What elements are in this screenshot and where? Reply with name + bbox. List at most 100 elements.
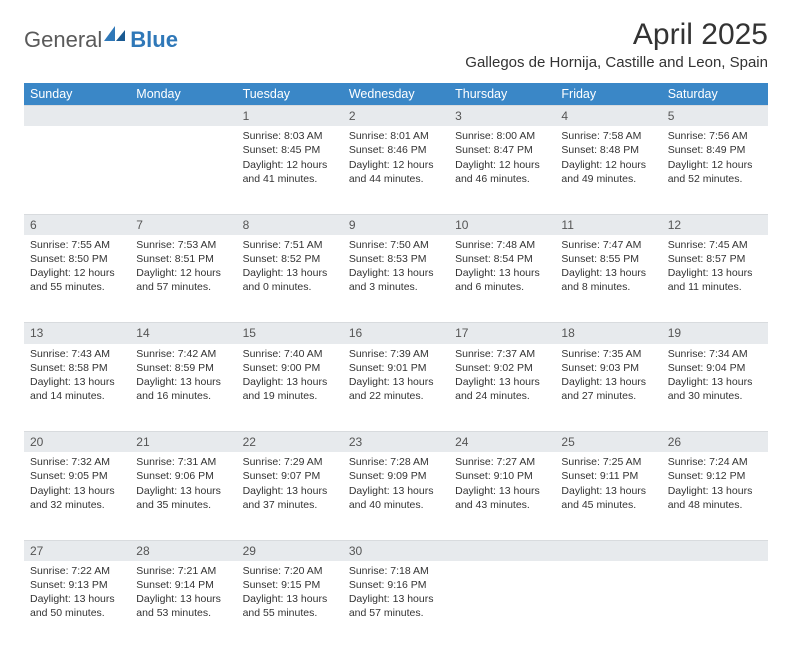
daylight-line: Daylight: 12 hours and 49 minutes. — [561, 158, 655, 186]
day-number-row: 20212223242526 — [24, 432, 768, 453]
sunset-line: Sunset: 9:10 PM — [455, 469, 549, 483]
daylight-line: Daylight: 13 hours and 27 minutes. — [561, 375, 655, 403]
sunset-line: Sunset: 9:15 PM — [243, 578, 337, 592]
day-number — [555, 540, 661, 561]
sunrise-line: Sunrise: 7:53 AM — [136, 238, 230, 252]
day-content-row: Sunrise: 7:43 AMSunset: 8:58 PMDaylight:… — [24, 344, 768, 432]
day-number: 7 — [130, 214, 236, 235]
daylight-line: Daylight: 13 hours and 32 minutes. — [30, 484, 124, 512]
day-cell: Sunrise: 7:22 AMSunset: 9:13 PMDaylight:… — [24, 561, 130, 649]
calendar-body: 12345Sunrise: 8:03 AMSunset: 8:45 PMDayl… — [24, 106, 768, 649]
sunrise-line: Sunrise: 7:29 AM — [243, 455, 337, 469]
day-number: 2 — [343, 106, 449, 127]
day-cell: Sunrise: 7:53 AMSunset: 8:51 PMDaylight:… — [130, 235, 236, 323]
day-cell: Sunrise: 7:25 AMSunset: 9:11 PMDaylight:… — [555, 452, 661, 540]
sunset-line: Sunset: 9:01 PM — [349, 361, 443, 375]
sunrise-line: Sunrise: 7:32 AM — [30, 455, 124, 469]
day-cell: Sunrise: 7:50 AMSunset: 8:53 PMDaylight:… — [343, 235, 449, 323]
sunrise-line: Sunrise: 8:00 AM — [455, 129, 549, 143]
day-cell: Sunrise: 7:47 AMSunset: 8:55 PMDaylight:… — [555, 235, 661, 323]
sunrise-line: Sunrise: 7:55 AM — [30, 238, 124, 252]
day-header-row: SundayMondayTuesdayWednesdayThursdayFrid… — [24, 83, 768, 106]
sunrise-line: Sunrise: 7:25 AM — [561, 455, 655, 469]
sunset-line: Sunset: 9:03 PM — [561, 361, 655, 375]
day-content-row: Sunrise: 7:55 AMSunset: 8:50 PMDaylight:… — [24, 235, 768, 323]
day-header: Monday — [130, 83, 236, 106]
day-number: 21 — [130, 432, 236, 453]
header: General Blue April 2025 Gallegos de Horn… — [24, 18, 768, 71]
day-number: 14 — [130, 323, 236, 344]
daylight-line: Daylight: 13 hours and 43 minutes. — [455, 484, 549, 512]
daylight-line: Daylight: 12 hours and 44 minutes. — [349, 158, 443, 186]
sunset-line: Sunset: 9:13 PM — [30, 578, 124, 592]
day-header: Saturday — [662, 83, 768, 106]
sunrise-line: Sunrise: 7:37 AM — [455, 347, 549, 361]
daylight-line: Daylight: 13 hours and 22 minutes. — [349, 375, 443, 403]
daylight-line: Daylight: 13 hours and 53 minutes. — [136, 592, 230, 620]
daylight-line: Daylight: 12 hours and 57 minutes. — [136, 266, 230, 294]
day-number-row: 13141516171819 — [24, 323, 768, 344]
logo-sail-icon — [104, 24, 126, 47]
day-cell: Sunrise: 7:35 AMSunset: 9:03 PMDaylight:… — [555, 344, 661, 432]
month-title: April 2025 — [465, 18, 768, 52]
day-cell: Sunrise: 7:24 AMSunset: 9:12 PMDaylight:… — [662, 452, 768, 540]
daylight-line: Daylight: 12 hours and 46 minutes. — [455, 158, 549, 186]
day-cell: Sunrise: 7:40 AMSunset: 9:00 PMDaylight:… — [237, 344, 343, 432]
sunrise-line: Sunrise: 7:50 AM — [349, 238, 443, 252]
day-number: 27 — [24, 540, 130, 561]
day-number: 6 — [24, 214, 130, 235]
day-cell: Sunrise: 7:28 AMSunset: 9:09 PMDaylight:… — [343, 452, 449, 540]
sunset-line: Sunset: 8:49 PM — [668, 143, 762, 157]
day-number-row: 6789101112 — [24, 214, 768, 235]
sunrise-line: Sunrise: 7:22 AM — [30, 564, 124, 578]
sunset-line: Sunset: 8:45 PM — [243, 143, 337, 157]
sunrise-line: Sunrise: 7:58 AM — [561, 129, 655, 143]
daylight-line: Daylight: 13 hours and 48 minutes. — [668, 484, 762, 512]
sunset-line: Sunset: 8:53 PM — [349, 252, 443, 266]
day-cell: Sunrise: 7:32 AMSunset: 9:05 PMDaylight:… — [24, 452, 130, 540]
sunset-line: Sunset: 9:07 PM — [243, 469, 337, 483]
day-cell: Sunrise: 7:20 AMSunset: 9:15 PMDaylight:… — [237, 561, 343, 649]
sunset-line: Sunset: 8:58 PM — [30, 361, 124, 375]
daylight-line: Daylight: 13 hours and 0 minutes. — [243, 266, 337, 294]
sunrise-line: Sunrise: 8:03 AM — [243, 129, 337, 143]
day-header: Thursday — [449, 83, 555, 106]
sunrise-line: Sunrise: 7:40 AM — [243, 347, 337, 361]
sunset-line: Sunset: 8:54 PM — [455, 252, 549, 266]
day-content-row: Sunrise: 7:22 AMSunset: 9:13 PM Daylight:… — [24, 561, 768, 649]
sunrise-line: Sunrise: 7:47 AM — [561, 238, 655, 252]
day-content-row: Sunrise: 7:32 AMSunset: 9:05 PMDaylight:… — [24, 452, 768, 540]
daylight-line: Daylight: 13 hours and 6 minutes. — [455, 266, 549, 294]
day-number: 18 — [555, 323, 661, 344]
day-number: 16 — [343, 323, 449, 344]
daylight-line: Daylight: 13 hours and 24 minutes. — [455, 375, 549, 403]
sunrise-line: Sunrise: 7:27 AM — [455, 455, 549, 469]
day-cell: Sunrise: 8:03 AMSunset: 8:45 PMDaylight:… — [237, 126, 343, 214]
daylight-line: Daylight: 12 hours and 55 minutes. — [30, 266, 124, 294]
sunrise-line: Sunrise: 7:56 AM — [668, 129, 762, 143]
day-cell: Sunrise: 7:42 AMSunset: 8:59 PMDaylight:… — [130, 344, 236, 432]
sunset-line: Sunset: 9:02 PM — [455, 361, 549, 375]
day-cell — [449, 561, 555, 649]
sunset-line: Sunset: 8:55 PM — [561, 252, 655, 266]
day-number: 28 — [130, 540, 236, 561]
day-cell — [662, 561, 768, 649]
day-cell: Sunrise: 7:31 AMSunset: 9:06 PMDaylight:… — [130, 452, 236, 540]
day-number: 1 — [237, 106, 343, 127]
day-number-row: 12345 — [24, 106, 768, 127]
day-cell: Sunrise: 7:37 AMSunset: 9:02 PMDaylight:… — [449, 344, 555, 432]
sunrise-line: Sunrise: 7:18 AM — [349, 564, 443, 578]
sunrise-line: Sunrise: 7:34 AM — [668, 347, 762, 361]
sunset-line: Sunset: 8:48 PM — [561, 143, 655, 157]
day-header: Sunday — [24, 83, 130, 106]
day-number: 9 — [343, 214, 449, 235]
day-number: 17 — [449, 323, 555, 344]
day-cell — [555, 561, 661, 649]
day-number: 12 — [662, 214, 768, 235]
day-number — [662, 540, 768, 561]
calendar-table: SundayMondayTuesdayWednesdayThursdayFrid… — [24, 83, 768, 649]
day-number: 19 — [662, 323, 768, 344]
sunset-line: Sunset: 9:12 PM — [668, 469, 762, 483]
logo: General Blue — [24, 24, 178, 55]
daylight-line: Daylight: 13 hours and 11 minutes. — [668, 266, 762, 294]
